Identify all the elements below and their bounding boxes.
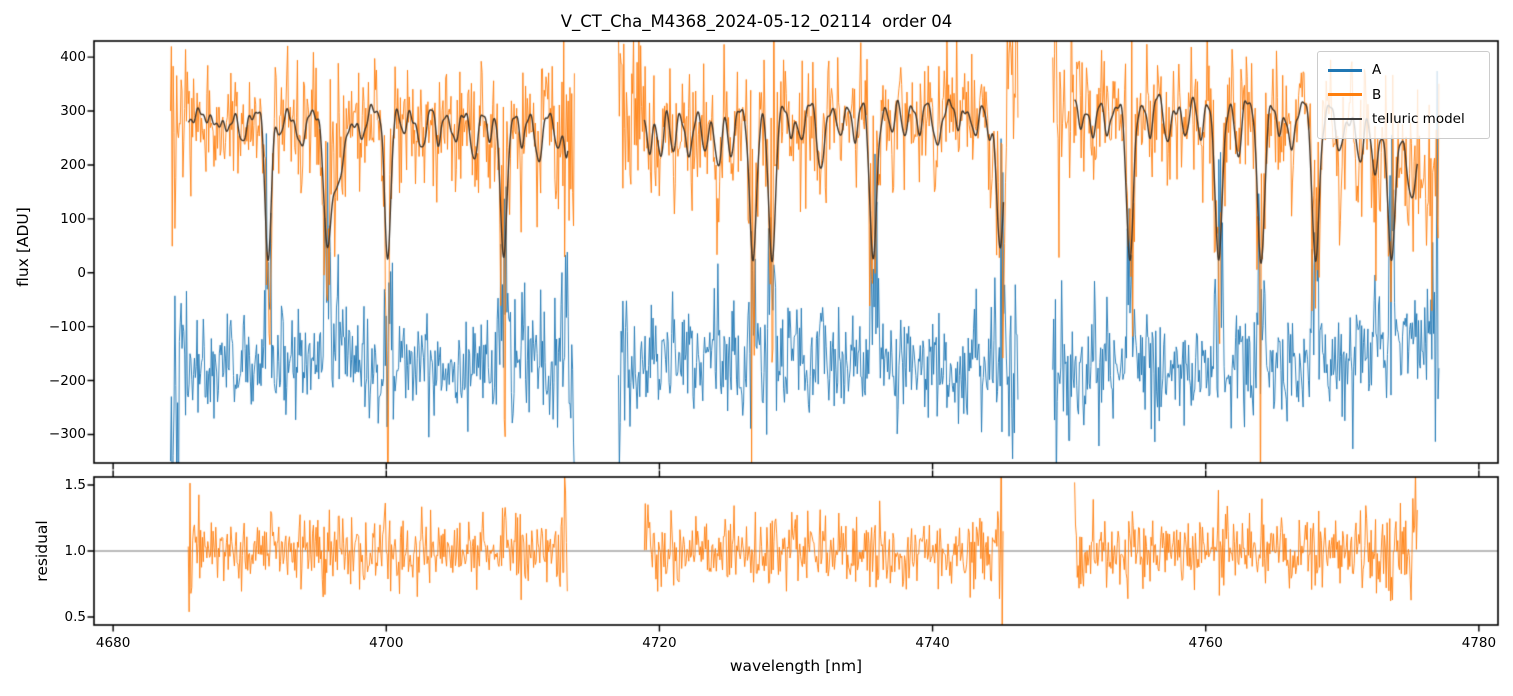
legend-entry-a: A: [1328, 58, 1479, 83]
y-tick-label-flux: 400: [60, 49, 86, 66]
y-tick-label-flux: 100: [60, 210, 86, 227]
chart-title: V_CT_Cha_M4368_2024-05-12_02114 order 04: [560, 12, 953, 31]
x-tick-label: 4780: [1461, 635, 1497, 651]
legend-label-b: B: [1372, 86, 1382, 103]
legend-entry-telluric-model: telluric model: [1328, 107, 1479, 132]
y-tick-label-flux: −100: [48, 318, 86, 335]
y-tick-label-flux: 300: [60, 103, 86, 120]
legend-swatch-a: [1328, 68, 1362, 72]
x-tick-label: 4720: [642, 635, 677, 651]
y-tick-label-flux: −300: [48, 426, 86, 443]
legend-swatch-telluric-model: [1328, 118, 1362, 121]
y-tick-label-residual: 1.5: [64, 476, 86, 493]
x-tick-label: 4700: [369, 635, 404, 651]
y-tick-label-flux: −200: [48, 372, 86, 389]
x-tick-label: 4760: [1188, 635, 1223, 651]
legend: A B telluric model: [1317, 51, 1490, 139]
legend-label-a: A: [1372, 62, 1382, 79]
legend-swatch-b: [1328, 93, 1362, 97]
y-tick-label-residual: 1.0: [64, 543, 86, 559]
legend-entry-b: B: [1328, 83, 1479, 108]
y-tick-label-residual: 0.5: [64, 609, 86, 626]
x-axis-label: wavelength [nm]: [729, 657, 863, 675]
x-tick-label: 4680: [95, 635, 131, 651]
x-tick-label: 4740: [915, 635, 950, 651]
y-tick-label-flux: 0: [77, 264, 86, 281]
y-tick-label-flux: 200: [60, 156, 86, 173]
legend-label-telluric-model: telluric model: [1372, 111, 1465, 128]
